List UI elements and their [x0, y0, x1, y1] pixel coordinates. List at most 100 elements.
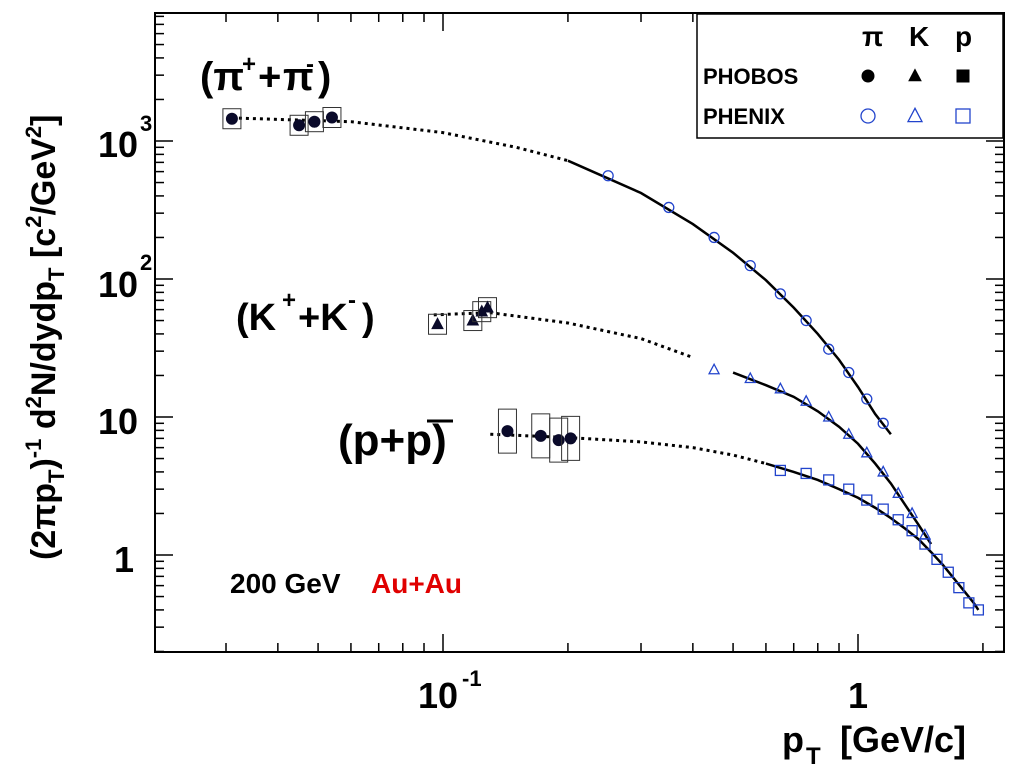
phenix-point [972, 604, 985, 616]
phenix-point [861, 393, 873, 405]
legend-marker-phobos-triangle [908, 68, 922, 82]
syst-error-box [497, 408, 517, 454]
phobos-point [552, 434, 565, 447]
label-kaons: (K + +K - ) [236, 287, 375, 339]
y-tick-label-10: 10 [98, 401, 138, 442]
phobos-point [534, 429, 547, 442]
phenix-point [823, 343, 835, 355]
legend-marker-phenix-square [955, 108, 971, 124]
system-label: Au+Au [371, 568, 462, 599]
x-tick-label-1: 1 [848, 675, 868, 716]
syst-error-box [561, 415, 581, 461]
phenix-point [931, 553, 943, 565]
phenix-point [919, 538, 931, 550]
legend-marker-phenix-triangle [906, 106, 924, 123]
phobos-point [225, 112, 238, 125]
fit-curve-dotted [433, 311, 694, 359]
fit-curve-solid [732, 371, 933, 545]
legend-box [696, 13, 1004, 139]
data-points [222, 107, 985, 616]
syst-error-box [289, 114, 309, 136]
phenix-point [877, 503, 889, 515]
phenix-point [877, 465, 890, 477]
svg-text:(π: (π [200, 55, 244, 99]
fit-curve-dotted [231, 116, 569, 163]
phenix-point [877, 417, 889, 429]
phobos-point [308, 115, 321, 128]
phenix-point [823, 474, 835, 486]
phenix-point [602, 170, 614, 182]
phobos-point [431, 317, 444, 330]
phobos-point [564, 432, 577, 445]
phobos-point [293, 119, 306, 132]
svg-text:+: + [282, 287, 296, 314]
phenix-point [843, 483, 855, 495]
phenix-point [906, 506, 919, 519]
phobos-point [501, 425, 514, 438]
phobos-point [325, 111, 338, 124]
phenix-point [774, 464, 787, 477]
syst-error-box [222, 108, 242, 130]
syst-error-box [477, 297, 497, 319]
svg-text:-: - [348, 287, 356, 314]
legend-marker-phenix-circle [860, 108, 876, 124]
phenix-point [774, 288, 787, 300]
label-pions: (π + + π - ) [200, 51, 331, 99]
phenix-point [708, 362, 721, 375]
legend-row-phenix: PHENIX [703, 104, 785, 129]
legend-row-phobos: PHOBOS [703, 64, 798, 89]
svg-text:(p+p): (p+p) [338, 416, 447, 465]
svg-text:+: + [242, 51, 256, 78]
phenix-point [892, 514, 904, 526]
phenix-point [744, 259, 756, 272]
fit-curve-solid [765, 462, 980, 611]
syst-error-box [428, 313, 448, 335]
phenix-point [906, 525, 918, 537]
fit-curves [231, 116, 980, 611]
phenix-point [800, 394, 813, 406]
svg-text:200 GeV: 200 GeV [230, 568, 341, 599]
phenix-point [892, 486, 905, 498]
svg-text:10: 10 [98, 124, 138, 165]
svg-text:10: 10 [418, 675, 458, 716]
svg-text:(K: (K [236, 297, 277, 339]
phenix-point [800, 314, 812, 327]
svg-text:+K: +K [298, 297, 348, 339]
svg-text:3: 3 [140, 111, 152, 136]
svg-text:p: p [782, 719, 804, 760]
phenix-point [963, 597, 975, 609]
phenix-point [708, 231, 720, 244]
plot-frame [154, 12, 1005, 653]
legend-col-k: K [909, 21, 929, 52]
phenix-point [953, 581, 965, 594]
label-protons: (p+p) [338, 416, 453, 465]
phenix-point [663, 201, 675, 214]
phenix-point [842, 427, 855, 439]
x-tick-exp: -1 [462, 666, 482, 691]
phenix-point [942, 566, 954, 578]
phenix-point [774, 381, 787, 394]
svg-text:T: T [806, 743, 821, 768]
phobos-point [481, 300, 494, 313]
svg-text:): ) [318, 55, 331, 99]
y-tick-label-100: 10 2 [98, 250, 152, 305]
y-tick-label-1000: 10 3 [98, 111, 152, 165]
phenix-point [744, 371, 757, 384]
svg-text:-: - [306, 51, 314, 78]
svg-text:(2πpT)-1 d2N/dydpT [c2/GeV2]: (2πpT)-1 d2N/dydpT [c2/GeV2] [21, 114, 69, 560]
y-tick-label-1: 1 [114, 539, 134, 580]
x-axis-title: p T [GeV/c] [782, 719, 966, 768]
legend-col-p: p [955, 21, 972, 52]
svg-text:2: 2 [140, 250, 152, 275]
legend: π K p PHOBOS PHENIX [696, 13, 1004, 139]
legend-col-pi: π [862, 21, 883, 52]
syst-error-box [322, 107, 342, 129]
energy-annotation: 200 GeV Au+Au [230, 568, 462, 599]
svg-text:10: 10 [98, 264, 138, 305]
phenix-point [861, 494, 873, 506]
svg-text:[GeV/c]: [GeV/c] [840, 719, 966, 760]
phenix-point [860, 445, 873, 458]
phenix-point [822, 410, 835, 422]
fit-curve-solid [567, 159, 892, 436]
